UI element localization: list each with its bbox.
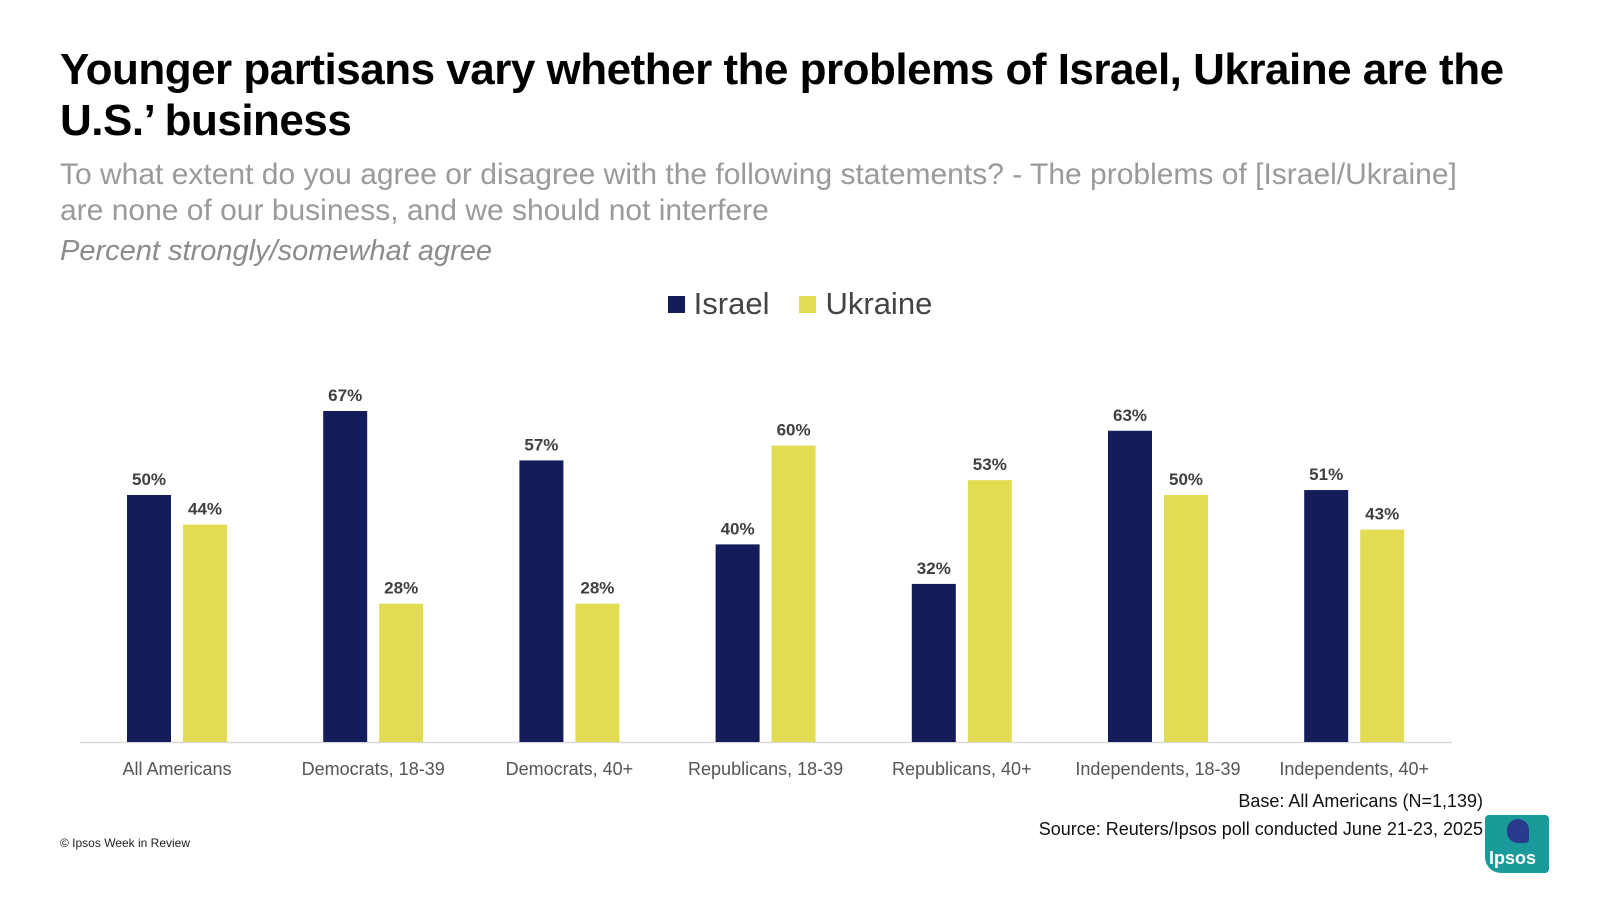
data-label-ukraine: 50% — [1169, 470, 1203, 489]
bar-israel — [1108, 430, 1152, 742]
bar-ukraine — [379, 603, 424, 742]
copyright: © Ipsos Week in Review — [60, 836, 191, 850]
x-tick-label: Independents, 18-39 — [1075, 759, 1240, 779]
x-tick-label: Democrats, 40+ — [506, 759, 634, 779]
bar-israel — [715, 544, 760, 742]
bar-ukraine — [967, 480, 1012, 742]
x-tick-label: Democrats, 18-39 — [302, 759, 445, 779]
bar-ukraine — [183, 524, 227, 742]
data-label-ukraine: 60% — [777, 421, 811, 440]
logo-head-icon — [1507, 819, 1529, 843]
data-label-ukraine: 28% — [580, 579, 614, 598]
bar-ukraine — [771, 445, 816, 742]
data-label-israel: 40% — [721, 519, 755, 538]
ipsos-logo: Ipsos — [1485, 815, 1549, 873]
legend-swatch-ukraine — [799, 295, 817, 313]
data-label-israel: 32% — [917, 559, 951, 578]
chart-title: Younger partisans vary whether the probl… — [60, 45, 1504, 145]
data-label-israel: 50% — [132, 470, 166, 489]
bar-israel — [911, 583, 956, 742]
logo-text: Ipsos — [1489, 848, 1537, 868]
data-label-israel: 57% — [524, 435, 558, 454]
data-label-ukraine: 44% — [188, 500, 222, 519]
bar-israel — [323, 411, 368, 742]
legend-label-ukraine: Ukraine — [825, 286, 933, 321]
bar-israel — [1304, 490, 1349, 742]
chart-note: Percent strongly/somewhat agree — [60, 235, 492, 267]
legend-item-israel: Israel — [667, 286, 770, 322]
bar-ukraine — [1360, 529, 1405, 742]
chart-subtitle: To what extent do you agree or disagree … — [60, 158, 1457, 227]
legend-label-israel: Israel — [693, 286, 770, 321]
legend-swatch-israel — [667, 295, 685, 313]
base-note: Base: All Americans (N=1,139) — [1238, 791, 1483, 811]
data-label-israel: 51% — [1309, 465, 1343, 484]
bar-israel — [127, 494, 171, 742]
x-tick-label: Republicans, 40+ — [892, 759, 1032, 779]
x-tick-label: Republicans, 18-39 — [688, 759, 843, 779]
data-label-ukraine: 28% — [384, 579, 418, 598]
data-label-ukraine: 53% — [973, 455, 1007, 474]
bar-israel — [519, 460, 564, 742]
bar-ukraine — [1164, 494, 1208, 742]
source-note: Source: Reuters/Ipsos poll conducted Jun… — [1038, 819, 1483, 839]
x-tick-label: All Americans — [122, 759, 231, 779]
x-tick-label: Independents, 40+ — [1279, 759, 1429, 779]
data-label-israel: 67% — [328, 386, 362, 405]
legend-item-ukraine: Ukraine — [799, 286, 932, 322]
data-label-israel: 63% — [1113, 406, 1147, 425]
bar-ukraine — [575, 603, 620, 742]
legend: Israel Ukraine — [0, 286, 1600, 322]
data-label-ukraine: 43% — [1365, 505, 1399, 524]
